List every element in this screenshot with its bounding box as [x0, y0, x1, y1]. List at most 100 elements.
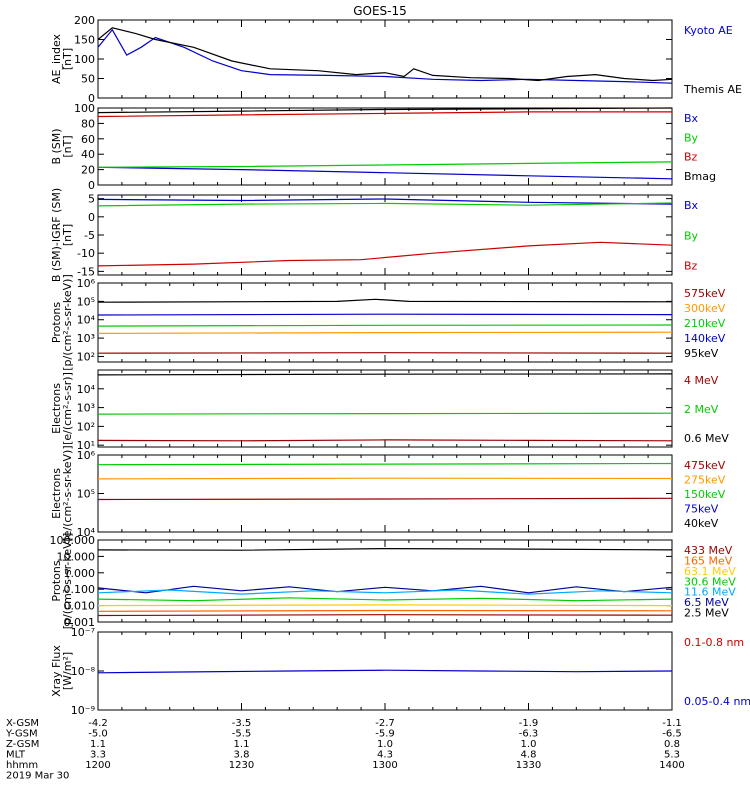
y-tick-label: 150	[74, 34, 95, 47]
panel-frame	[97, 369, 673, 448]
legend-entry: 140keV	[684, 332, 726, 345]
footer-row-label: hhmm	[6, 760, 38, 771]
y-tick-label: 10¹	[77, 439, 95, 452]
legend-entry: Bmag	[684, 170, 716, 183]
legend-entry: 95keV	[684, 347, 719, 360]
y-axis-label-line: [e/(cm²-s-sr)]	[61, 372, 74, 445]
footer-row-value: -2.7	[375, 718, 395, 729]
series-line-165-mev	[97, 609, 673, 612]
legend-entry: 6.5 MeV	[684, 596, 729, 609]
series-line-themis-ae	[97, 27, 673, 82]
legend-entry: 300keV	[684, 302, 726, 315]
series-line-bx	[97, 166, 673, 180]
footer-row-value: 1330	[516, 760, 541, 771]
y-tick-label: 10⁴	[77, 526, 96, 539]
orbit-footer: X-GSM -4.2 -3.5 -2.7 -1.9 -1.1 Y-GSM -5.0 -5.5 -5…	[5, 718, 685, 782]
legend-entry: 30.6 MeV	[684, 575, 736, 588]
footer-row-value: -5.9	[375, 729, 395, 740]
y-axis-label-line: Electrons	[50, 468, 63, 519]
series-line-bmag	[97, 107, 673, 114]
y-tick-label: 0	[88, 179, 95, 192]
chart-title: GOES-15	[353, 4, 407, 18]
y-tick-label: 50	[81, 73, 95, 86]
series-line-4-mev	[97, 439, 673, 442]
footer-row-value: 3.8	[234, 750, 250, 761]
y-axis-label: Protons[p/(cm²-s-sr-keV)]	[50, 533, 74, 630]
y-tick-label: 100.000	[50, 534, 96, 547]
footer-row-value: 0.8	[664, 739, 680, 750]
footer-row-value: 1200	[85, 760, 110, 771]
series-line-bz	[97, 111, 672, 118]
footer-row-value: 1.1	[234, 739, 250, 750]
footer-row-value: 5.3	[664, 750, 680, 761]
footer-row-label: Z-GSM	[6, 739, 39, 750]
series-line-140kev	[97, 313, 673, 316]
series-line-by	[97, 161, 673, 168]
legend-entry: 165 MeV	[684, 554, 733, 567]
panel-protons_mev: 0.0010.0100.1001.00010.000100.000Protons…	[50, 533, 737, 630]
series-line-475kev	[97, 497, 673, 501]
y-tick-label: 0.001	[64, 616, 96, 629]
y-axis-label-line: AE_index	[50, 33, 63, 84]
y-axis-label-line: Protons	[50, 560, 63, 601]
y-tick-label: -15	[77, 265, 95, 278]
y-tick-label: 100	[74, 102, 95, 115]
series-line-210kev	[97, 324, 673, 327]
series-line-95kev	[97, 298, 673, 303]
y-axis-label: B (SM)-IGRF (SM)[nT]	[50, 188, 74, 282]
y-axis-label-line: [nT]	[61, 224, 74, 246]
footer-row-value: 4.8	[521, 750, 537, 761]
footer-row-value: -3.5	[232, 718, 252, 729]
y-tick-label: 5	[88, 193, 95, 206]
footer-row-label: Y-GSM	[5, 729, 38, 740]
y-axis-label: Xray Flux[W/m²]	[50, 645, 74, 697]
panel-frame	[97, 454, 673, 533]
legend-entry: 0.6 MeV	[684, 432, 729, 445]
footer-row-value: 1300	[372, 760, 397, 771]
y-tick-label: 100	[74, 53, 95, 66]
panel-frame	[97, 539, 673, 623]
series-line-575kev	[97, 352, 673, 354]
y-axis-label-line: Electrons	[50, 383, 63, 434]
legend-entry: 11.6 MeV	[684, 586, 736, 599]
y-tick-label: 20	[81, 164, 95, 177]
legend-entry: By	[684, 131, 699, 144]
y-axis-label: Protons[p/(cm²-s-sr-keV)]	[50, 274, 74, 371]
panel-bigrf: -15 -10 -5 0 5 B (SM)-IGRF (SM)[nT] Bx By Bz	[50, 188, 699, 282]
y-axis-label-line: [W/m²]	[61, 652, 74, 690]
footer-row-label: MLT	[6, 750, 26, 761]
legend-entry: Themis AE	[683, 83, 742, 96]
series-line-433-mev	[97, 614, 673, 617]
legend-entry: By	[684, 229, 699, 242]
panel-frame	[97, 194, 673, 276]
footer-row-value: 3.3	[90, 750, 106, 761]
legend-entry: 4 MeV	[684, 374, 719, 387]
footer-row-value: 1230	[229, 760, 254, 771]
legend-entry: 475keV	[684, 459, 726, 472]
legend-entry: 2.5 MeV	[684, 607, 729, 620]
y-axis-label-line: [p/(cm²-s-sr-keV)]	[61, 274, 74, 371]
legend-entry: Kyoto AE	[684, 24, 733, 37]
y-tick-label: 10³	[77, 332, 95, 345]
series-line-150kev	[97, 462, 673, 466]
y-tick-label: 10⁶	[77, 277, 96, 290]
panel-frame	[97, 19, 673, 99]
series-line-300kev	[97, 331, 673, 334]
y-tick-label: 200	[74, 14, 95, 27]
y-tick-label: 40	[81, 148, 95, 161]
y-axis-label-line: [p/(cm²-s-sr-keV)]	[61, 533, 74, 630]
legend-entry: Bx	[684, 199, 699, 212]
legend-entry: 275keV	[684, 473, 726, 486]
legend-entry: 75keV	[684, 502, 719, 515]
series-line-2-mev	[97, 412, 673, 415]
legend-entry: 0.05-0.4 nm	[684, 695, 750, 708]
y-tick-label: 10⁻⁹	[71, 704, 95, 717]
footer-row-value: 1.1	[90, 739, 106, 750]
y-axis-label-line: [nT]	[61, 48, 74, 70]
footer-row-value: -1.9	[519, 718, 539, 729]
